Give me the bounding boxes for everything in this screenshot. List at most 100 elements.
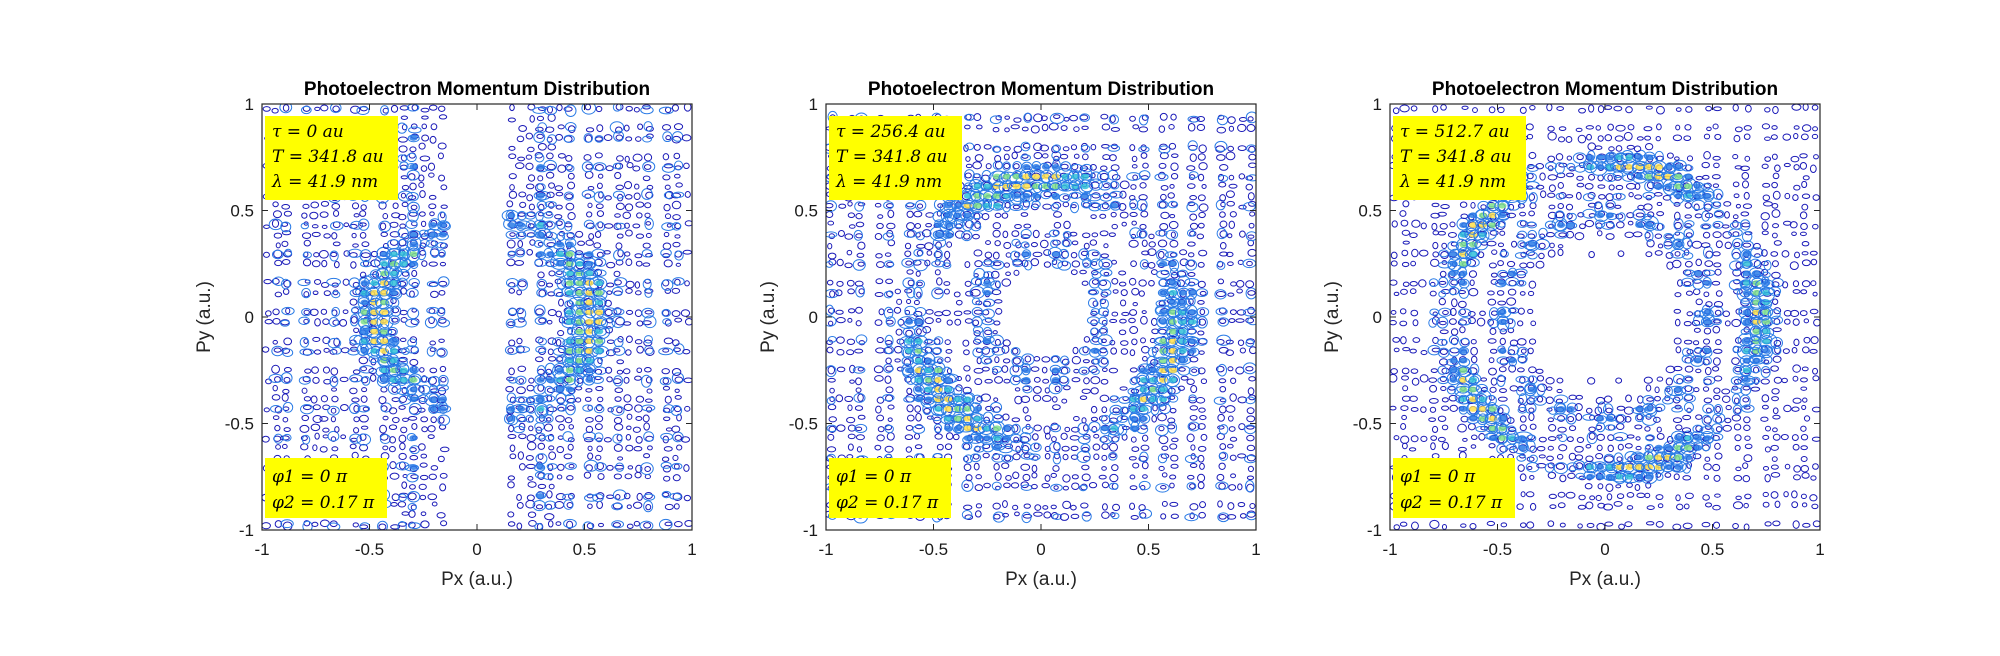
contour-core [409,435,418,441]
contour-line [1227,292,1235,297]
contour-line [933,250,942,259]
contour-line [603,250,611,255]
contour-line [644,491,653,500]
contour-line [992,261,1002,267]
contour-line [639,520,654,530]
contour-line [1012,453,1021,461]
contour-line [1051,396,1058,403]
contour-line [274,406,283,414]
contour-core [1061,183,1070,190]
contour-line [1108,232,1116,238]
contour-line [643,493,656,501]
contour-line [528,425,534,432]
contour-line [844,262,853,269]
contour-line [507,521,516,527]
contour-line [1078,248,1090,261]
contour-line [1158,125,1166,133]
contour-line [557,153,566,159]
contour-line [1157,250,1165,259]
contour-line [1437,211,1447,217]
contour-line [564,104,577,118]
contour-line [557,330,565,337]
contour-line [1245,231,1256,242]
contour-line [357,218,370,231]
contour-line [1516,503,1524,510]
contour-line [508,190,518,199]
contour-line [1411,219,1421,228]
contour-line [1100,357,1109,365]
contour-line [1054,385,1061,393]
contour-line [905,260,913,266]
contour-line [1157,288,1169,297]
contour-line [984,317,993,323]
contour-line [1430,368,1438,374]
contour-line [1507,344,1520,356]
contour-line [1050,239,1059,248]
contour-line [1235,318,1245,323]
contour-line [1411,248,1419,258]
contour-line [1090,416,1098,422]
contour-core [1022,367,1031,374]
contour-line [985,405,993,412]
contour-line [418,443,426,451]
contour-line [401,201,409,208]
contour-line [1477,251,1485,259]
contour-line [1574,403,1583,412]
contour-line [509,232,516,237]
contour-line [593,357,603,368]
contour-core [1149,386,1158,393]
contour-core [1168,280,1178,287]
contour-line [1170,271,1179,279]
x-tick-label: 1 [687,540,696,559]
contour-line [1090,405,1098,414]
contour-line [1524,383,1537,397]
contour-line [518,125,527,132]
contour-line [1062,146,1070,152]
contour-line [330,416,336,423]
contour-line [509,453,517,460]
contour-line [836,258,844,267]
contour-line [1121,221,1127,227]
contour-line [1012,347,1019,355]
contour-line [525,405,535,413]
contour-line [606,282,615,288]
contour-line [425,239,437,248]
contour-line [407,307,420,320]
contour-core [1041,164,1050,170]
contour-line [1546,455,1554,462]
contour-line [535,356,544,363]
contour-line [1061,358,1070,366]
contour-core [1498,318,1507,325]
contour-line [262,106,271,112]
contour-line [642,320,652,326]
contour-core [983,338,992,345]
contour-line [526,248,534,256]
contour-line [1217,512,1230,523]
contour-line [545,368,553,376]
contour-line [612,345,626,356]
contour-line [613,444,623,452]
contour-line [1245,366,1254,372]
contour-line [356,106,370,116]
contour-core [914,318,923,325]
contour-line [1228,174,1235,181]
contour-line [546,163,556,171]
contour-line [582,404,594,412]
contour-line [1547,165,1554,172]
contour-line [962,386,972,395]
contour-line [528,377,535,384]
contour-core [1051,193,1060,199]
contour-line [1042,378,1050,384]
contour-line [635,395,645,403]
contour-line [1402,200,1410,208]
contour-line [1526,397,1536,405]
contour-line [430,290,439,298]
contour-core [575,328,584,335]
contour-line [1058,193,1071,203]
contour-line [1519,291,1526,296]
contour-line [526,494,535,502]
contour-line [1438,358,1449,366]
contour-line [343,222,350,228]
contour-line [1199,501,1207,509]
